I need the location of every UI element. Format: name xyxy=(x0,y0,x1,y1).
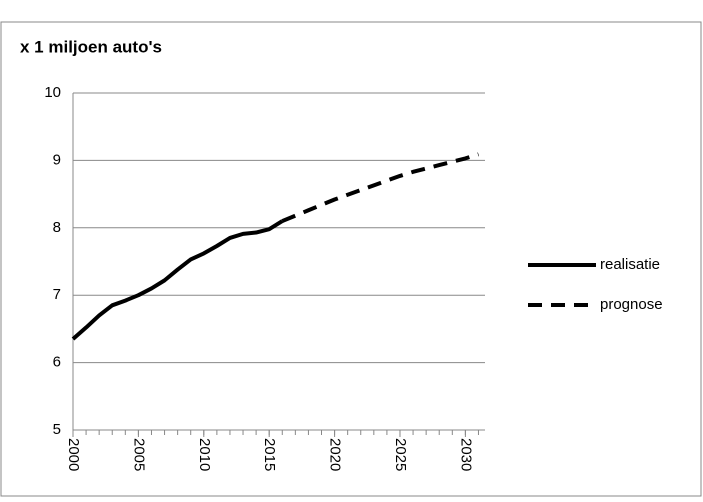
y-tick-label: 8 xyxy=(53,219,61,236)
x-tick-label: 2030 xyxy=(457,438,474,471)
x-tick-label: 2000 xyxy=(65,438,82,471)
x-tick-label: 2020 xyxy=(327,438,344,471)
x-tick-label: 2010 xyxy=(196,438,213,471)
series-line xyxy=(281,152,480,223)
x-tick-label: 2005 xyxy=(130,438,147,471)
chart-frame xyxy=(0,21,702,497)
legend-label: prognose xyxy=(600,296,663,313)
y-tick-label: 9 xyxy=(53,151,61,168)
x-tick-label: 2025 xyxy=(392,438,409,471)
y-tick-label: 5 xyxy=(53,421,61,438)
legend-label: realisatie xyxy=(600,256,660,273)
y-tick-label: 7 xyxy=(53,286,61,303)
series-line xyxy=(71,219,284,341)
y-tick-label: 6 xyxy=(53,354,61,371)
y-axis-label: x 1 miljoen auto's xyxy=(20,37,162,56)
y-tick-label: 10 xyxy=(44,84,61,101)
x-tick-label: 2015 xyxy=(261,438,278,471)
